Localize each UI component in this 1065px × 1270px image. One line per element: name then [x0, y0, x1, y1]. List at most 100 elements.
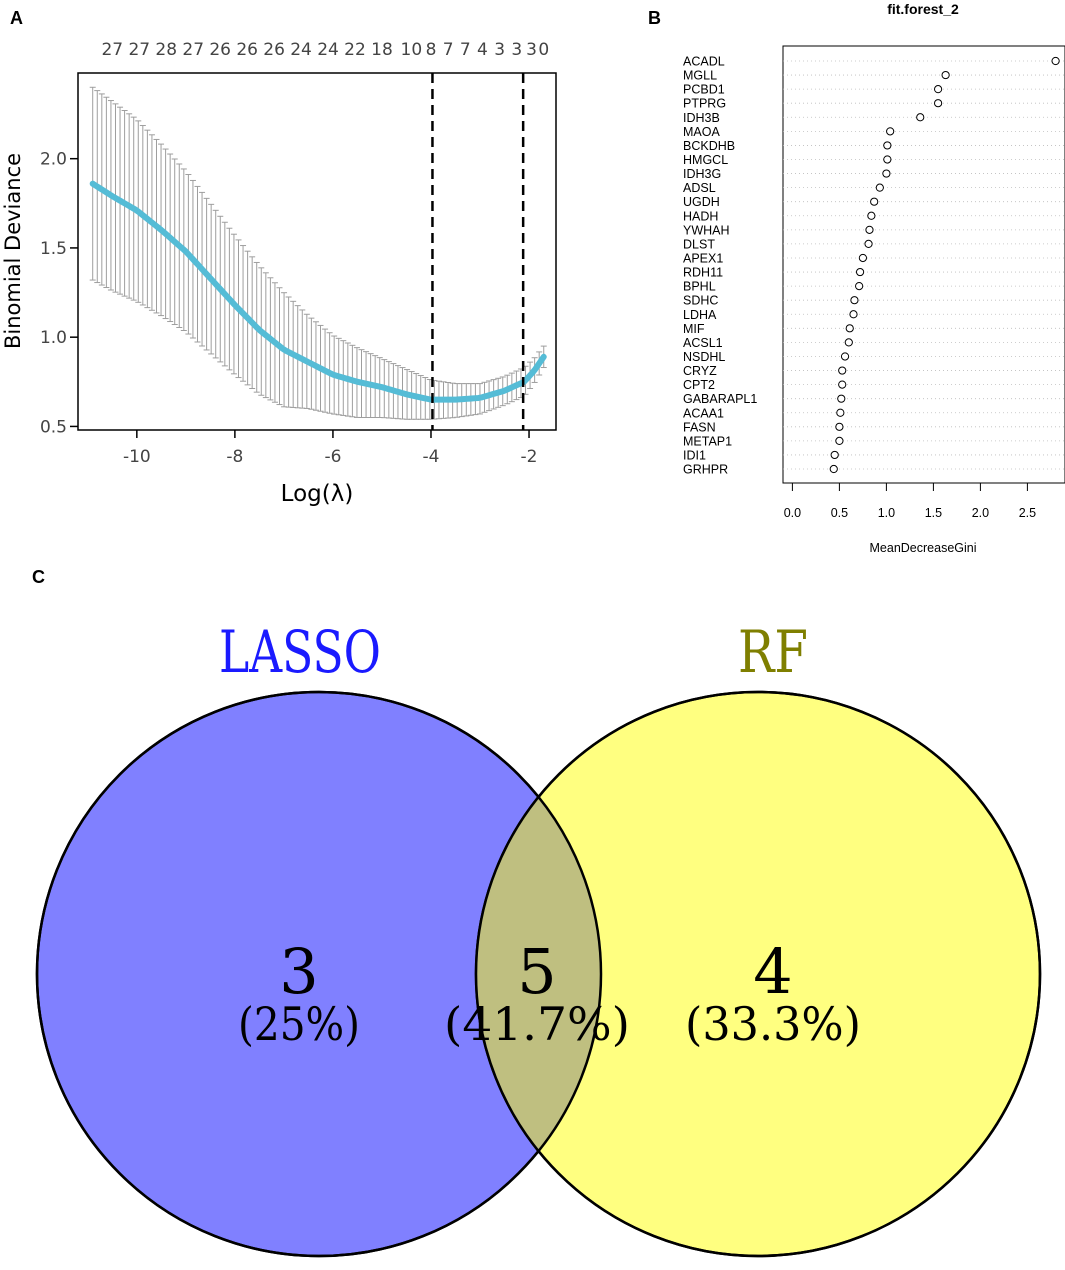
- importance-dot: [850, 296, 859, 305]
- x-axis-label-b: MeanDecreaseGini: [870, 541, 977, 555]
- gene-label: ACAA1: [683, 406, 724, 420]
- panel-label-b: B: [648, 8, 661, 28]
- top-axis-label: 10: [401, 40, 423, 60]
- gene-label: DLST: [683, 237, 715, 251]
- top-axis-label: 24: [317, 40, 339, 60]
- top-axis-label: 3: [494, 40, 505, 60]
- gene-label: MIF: [683, 322, 705, 336]
- top-axis-label: 8: [426, 40, 437, 60]
- gene-label: ACADL: [683, 55, 725, 69]
- importance-dot: [870, 197, 879, 206]
- gene-label: CRYZ: [683, 364, 717, 378]
- x-tick-label: -4: [423, 447, 440, 467]
- gene-label: SDHC: [683, 294, 718, 308]
- gene-label: HMGCL: [683, 153, 728, 167]
- importance-dot: [836, 408, 845, 417]
- importance-dot: [916, 113, 925, 122]
- y-axis-label-a: Binomial Deviance: [1, 153, 25, 349]
- gene-label: NSDHL: [683, 350, 725, 364]
- importance-dot: [941, 70, 950, 80]
- gene-label: IDH3B: [683, 111, 720, 125]
- importance-dot: [844, 338, 853, 347]
- x-axis-label-a: Log(λ): [281, 481, 354, 507]
- rf-set-outline: [474, 690, 1042, 1258]
- mean-deviance-line: [89, 180, 547, 403]
- top-axis-labels: 27 27 28 27 26 26 26 24 24 22 18 10 8 7 7 4 3 3 3 0: [101, 40, 549, 60]
- top-axis-label: 0: [538, 40, 549, 60]
- x-tick-label: -10: [123, 447, 151, 467]
- top-axis-label: 7: [460, 40, 471, 60]
- gene-label: ACSL1: [683, 336, 723, 350]
- panel-label-a: A: [10, 8, 23, 28]
- gene-label: HADH: [683, 209, 718, 223]
- rf-only-percent: (33.3%): [685, 997, 861, 1051]
- overlap-percent: (41.7%): [444, 997, 630, 1051]
- top-axis-label: 4: [477, 40, 488, 60]
- gene-label: GRHPR: [683, 463, 728, 477]
- y-tick-label: 1.0: [40, 328, 67, 348]
- lambda-lines: [431, 73, 525, 430]
- top-axis-label: 27: [182, 40, 204, 60]
- top-axis-label: 7: [443, 40, 454, 60]
- top-axis-label: 26: [263, 40, 285, 60]
- gene-label: MAOA: [683, 125, 720, 139]
- importance-dot: [886, 127, 895, 136]
- y-tick-label: 1.5: [40, 239, 67, 259]
- importance-dot: [830, 450, 839, 460]
- importance-dot: [835, 422, 844, 431]
- x-axis-ticks: -10 -8 -6 -4 -2: [123, 430, 538, 467]
- lasso-deviance-plot: -10 -8 -6 -4 -2 0.51.01.52.0 27 27 28 27 26 26 26 2…: [1, 40, 557, 507]
- plot-frame-a: [77, 72, 557, 431]
- lasso-only-count: 3: [279, 935, 318, 1008]
- lasso-set-outline: [35, 690, 603, 1258]
- gene-label: IDI1: [683, 448, 706, 462]
- importance-dot: [840, 352, 850, 361]
- gene-label: BCKDHB: [683, 139, 735, 153]
- panel-label-c: C: [32, 567, 45, 587]
- gene-label: MGLL: [683, 69, 717, 83]
- importance-dot: [858, 253, 868, 263]
- importance-dot: [934, 85, 943, 94]
- x-tick-label-b: 1.0: [878, 506, 895, 520]
- top-axis-label: 3: [511, 40, 522, 60]
- y-axis-ticks: 0.5 1.0 1.5 2.0: [40, 150, 78, 437]
- y-tick-label: 0.5: [40, 417, 67, 437]
- gene-label: LDHA: [683, 308, 717, 322]
- importance-dot: [883, 155, 892, 164]
- gene-label: UGDH: [683, 195, 720, 209]
- gene-label: RDH11: [683, 266, 723, 280]
- importance-dot: [864, 239, 873, 249]
- gene-label: YWHAH: [683, 223, 730, 237]
- gene-label: PTPRG: [683, 97, 726, 111]
- importance-dots: [829, 56, 1060, 474]
- importance-dot: [865, 225, 874, 234]
- top-axis-label: 26: [236, 40, 258, 60]
- gene-label: METAP1: [683, 434, 732, 448]
- chart-title-b: fit.forest_2: [887, 1, 959, 17]
- x-tick-label: -2: [521, 447, 538, 467]
- venn-diagram: LASSO RF 3 (25%) 5 (41.7%) 4 (33.3%): [35, 618, 1042, 1258]
- importance-dot: [845, 324, 854, 333]
- gene-label: GABARAPL1: [683, 392, 757, 406]
- importance-dot: [867, 211, 876, 220]
- gene-label: APEX1: [683, 251, 723, 265]
- top-axis-label: 27: [128, 40, 150, 60]
- importance-dot: [849, 310, 858, 319]
- top-axis-label: 24: [290, 40, 312, 60]
- x-tick-label-b: 0.5: [831, 506, 848, 520]
- dot-guide-lines: [783, 60, 1065, 470]
- x-tick-label-b: 1.5: [925, 506, 942, 520]
- lasso-only-percent: (25%): [238, 997, 360, 1051]
- gene-label: CPT2: [683, 378, 715, 392]
- gene-label: PCBD1: [683, 83, 725, 97]
- random-forest-importance-plot: fit.forest_2 ACADLMGLLPCBD1PTPRGIDH3BMAO…: [683, 1, 1065, 555]
- top-axis-label: 22: [344, 40, 366, 60]
- importance-dot: [855, 282, 864, 291]
- gene-label: BPHL: [683, 280, 716, 294]
- importance-dot: [1051, 56, 1060, 66]
- importance-dot: [829, 464, 838, 474]
- importance-dot: [838, 380, 847, 389]
- top-axis-label: 3: [526, 40, 537, 60]
- importance-dot: [855, 267, 865, 277]
